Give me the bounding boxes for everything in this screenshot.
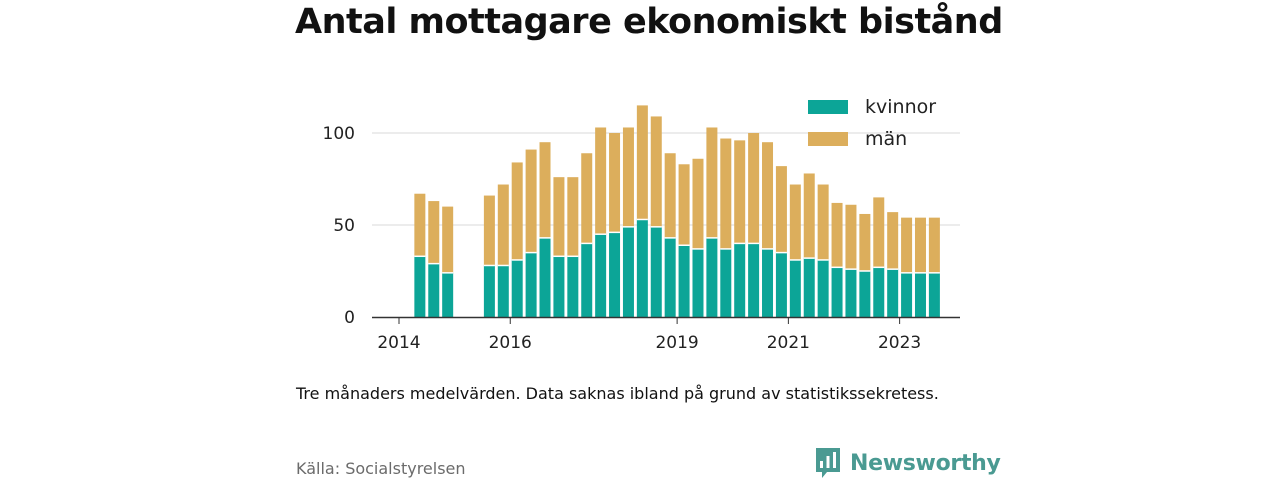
bar-kvinnor bbox=[887, 269, 899, 317]
x-tick-label: 2014 bbox=[377, 333, 420, 353]
bar-kvinnor bbox=[511, 259, 523, 317]
bar-kvinnor bbox=[775, 252, 787, 317]
bar-man bbox=[720, 138, 732, 249]
bar-man bbox=[664, 153, 676, 238]
bar-man bbox=[775, 166, 787, 253]
x-tick-label: 2019 bbox=[655, 333, 698, 353]
legend-swatch-kvinnor bbox=[808, 100, 848, 114]
bar-man bbox=[428, 201, 440, 264]
bar-man bbox=[859, 213, 871, 271]
bar-man bbox=[581, 153, 593, 244]
legend: kvinnor män bbox=[808, 91, 936, 155]
bar-man bbox=[762, 142, 774, 249]
bar-man bbox=[497, 184, 509, 266]
x-tick-label: 2016 bbox=[489, 333, 532, 353]
bar-kvinnor bbox=[692, 248, 704, 317]
bar-kvinnor bbox=[859, 271, 871, 317]
bar-kvinnor bbox=[539, 237, 551, 317]
bar-kvinnor bbox=[414, 256, 426, 317]
bar-kvinnor bbox=[567, 256, 579, 317]
bar-kvinnor bbox=[928, 272, 940, 317]
bar-kvinnor bbox=[901, 272, 913, 317]
bar-man bbox=[692, 158, 704, 249]
legend-item-kvinnor: kvinnor bbox=[808, 91, 936, 123]
bar-kvinnor bbox=[720, 248, 732, 317]
y-tick-label: 0 bbox=[344, 308, 355, 328]
bar-man bbox=[928, 217, 940, 273]
bar-kvinnor bbox=[428, 263, 440, 317]
bar-man bbox=[511, 162, 523, 260]
bar-kvinnor bbox=[442, 272, 454, 317]
bar-kvinnor bbox=[581, 243, 593, 317]
bar-kvinnor bbox=[595, 234, 607, 317]
bar-man bbox=[414, 193, 426, 257]
bar-man bbox=[706, 127, 718, 238]
legend-label-kvinnor: kvinnor bbox=[865, 96, 937, 118]
legend-swatch-man bbox=[808, 132, 848, 146]
x-tick-label: 2021 bbox=[767, 333, 810, 353]
newsworthy-bar-chart-icon bbox=[816, 448, 840, 478]
bar-man bbox=[887, 212, 899, 270]
x-tick-label: 2023 bbox=[878, 333, 921, 353]
legend-label-man: män bbox=[865, 128, 908, 150]
bar-man bbox=[845, 204, 857, 270]
bar-kvinnor bbox=[664, 237, 676, 317]
bar-kvinnor bbox=[706, 237, 718, 317]
bar-man bbox=[539, 142, 551, 238]
bar-man bbox=[748, 133, 760, 244]
legend-item-man: män bbox=[808, 123, 936, 155]
bar-kvinnor bbox=[873, 267, 885, 317]
bar-man bbox=[678, 164, 690, 246]
bar-kvinnor bbox=[914, 272, 926, 317]
bar-kvinnor bbox=[748, 243, 760, 317]
chart-title: Antal mottagare ekonomiskt bistånd bbox=[295, 2, 1003, 42]
bar-man bbox=[636, 105, 648, 220]
source-credit: Källa: Socialstyrelsen bbox=[296, 459, 466, 478]
bar-man bbox=[901, 217, 913, 273]
bar-kvinnor bbox=[845, 269, 857, 317]
brand-name: Newsworthy bbox=[850, 450, 1001, 476]
bar-man bbox=[817, 184, 829, 260]
bar-man bbox=[650, 116, 662, 227]
bar-man bbox=[595, 127, 607, 235]
bar-kvinnor bbox=[650, 226, 662, 317]
bar-kvinnor bbox=[497, 265, 509, 317]
bar-man bbox=[525, 149, 537, 253]
bar-kvinnor bbox=[803, 258, 815, 317]
bar-man bbox=[442, 206, 454, 273]
chart-note: Tre månaders medelvärden. Data saknas ib… bbox=[296, 384, 939, 403]
bar-man bbox=[734, 140, 746, 244]
bar-kvinnor bbox=[636, 219, 648, 317]
bar-kvinnor bbox=[817, 259, 829, 317]
y-tick-label: 50 bbox=[333, 216, 355, 236]
bar-kvinnor bbox=[762, 248, 774, 317]
bar-kvinnor bbox=[831, 267, 843, 317]
y-tick-label: 100 bbox=[323, 124, 355, 144]
bar-man bbox=[483, 195, 495, 266]
bar-man bbox=[789, 184, 801, 260]
bar-man bbox=[803, 173, 815, 259]
bar-kvinnor bbox=[734, 243, 746, 317]
bar-kvinnor bbox=[525, 252, 537, 317]
bar-kvinnor bbox=[622, 226, 634, 317]
bar-man bbox=[914, 217, 926, 273]
bar-man bbox=[831, 202, 843, 268]
bar-man bbox=[567, 177, 579, 257]
bar-man bbox=[622, 127, 634, 227]
bar-man bbox=[553, 177, 565, 257]
bar-man bbox=[873, 197, 885, 268]
bar-kvinnor bbox=[609, 232, 621, 317]
brand-logo[interactable]: Newsworthy bbox=[814, 446, 1001, 480]
bar-kvinnor bbox=[678, 245, 690, 317]
bar-kvinnor bbox=[483, 265, 495, 317]
bar-man bbox=[609, 133, 621, 233]
bar-kvinnor bbox=[553, 256, 565, 317]
bar-kvinnor bbox=[789, 259, 801, 317]
